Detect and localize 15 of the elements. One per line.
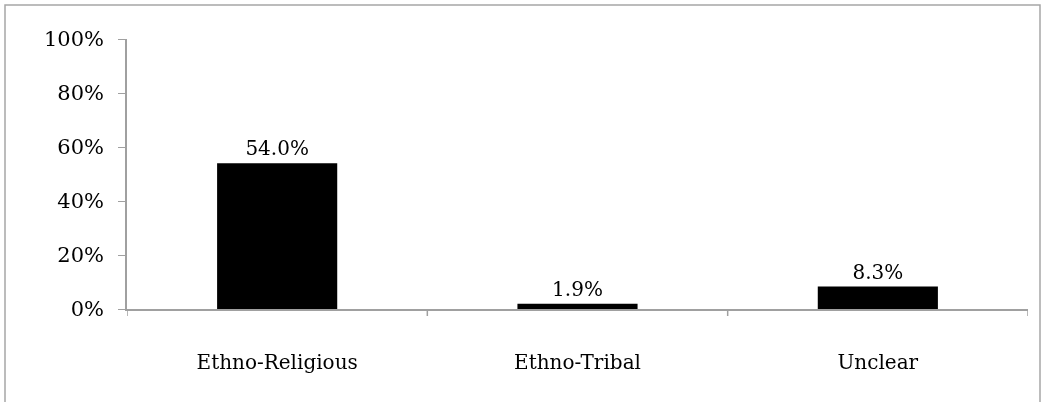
x-tick-label: Ethno-Tribal xyxy=(514,349,641,374)
y-tick-label: 20% xyxy=(57,243,105,268)
x-tick-label: Unclear xyxy=(837,349,919,374)
bar xyxy=(817,286,938,309)
data-label: 1.9% xyxy=(552,276,603,301)
y-tick-label: 40% xyxy=(57,189,105,214)
data-label: 8.3% xyxy=(852,259,904,284)
y-tick-label: 60% xyxy=(57,135,105,160)
y-tick-label: 100% xyxy=(44,27,105,52)
bar xyxy=(517,303,638,309)
bar xyxy=(217,163,338,309)
data-label: 54.0% xyxy=(245,136,309,161)
y-tick-label: 80% xyxy=(57,81,105,106)
y-tick-label: 0% xyxy=(70,297,105,322)
x-tick-label: Ethno-Religious xyxy=(196,349,358,374)
